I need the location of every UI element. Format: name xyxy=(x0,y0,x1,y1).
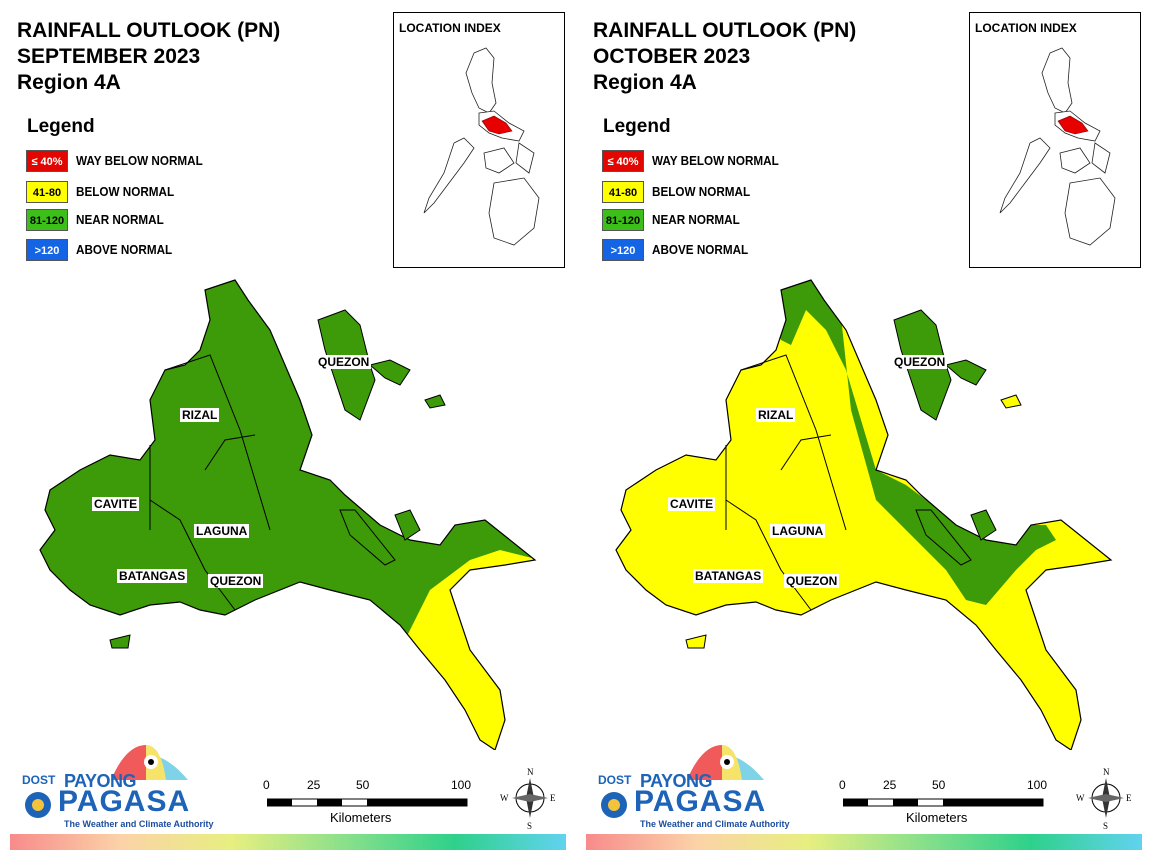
province-label-rizal: RIZAL xyxy=(756,408,796,422)
legend-swatch: 81-120 xyxy=(602,209,644,231)
color-gradient-bar xyxy=(586,834,1142,850)
pagasa-logo: DOST PAYONG PAGASA The Weather and Clima… xyxy=(592,740,790,832)
legend-swatch: >120 xyxy=(26,239,68,261)
province-label-quezon-north: QUEZON xyxy=(316,355,372,369)
province-label-batangas: BATANGAS xyxy=(117,569,188,583)
tagline-text: The Weather and Climate Authority xyxy=(64,819,214,829)
region-highlight xyxy=(481,115,513,135)
color-gradient-bar xyxy=(10,834,566,850)
compass-e: E xyxy=(550,793,556,803)
scale-bar: 0 25 50 100 Kilometers xyxy=(836,776,1056,826)
legend-label: BELOW NORMAL xyxy=(652,184,751,199)
legend-title: Legend xyxy=(27,116,95,137)
legend-label: BELOW NORMAL xyxy=(76,184,175,199)
scale-tick: 100 xyxy=(1027,778,1048,792)
payong-text: PAYONG xyxy=(640,771,713,791)
scale-bar: 0 25 50 100 Kilometers xyxy=(260,776,480,826)
scale-tick: 100 xyxy=(451,778,472,792)
rainfall-map xyxy=(615,279,1113,750)
title-line-1: RAINFALL OUTLOOK (PN) xyxy=(593,19,857,42)
rainfall-map xyxy=(39,279,537,750)
inset-label: LOCATION INDEX xyxy=(975,21,1077,35)
map-title: RAINFALL OUTLOOK (PN) OCTOBER 2023 Regio… xyxy=(593,18,856,96)
north-arrow: N S E W xyxy=(1076,767,1132,831)
legend-swatch: ≤ 40% xyxy=(26,150,68,172)
location-index-inset: LOCATION INDEX xyxy=(969,12,1141,268)
legend-label: WAY BELOW NORMAL xyxy=(76,153,203,168)
pagasa-text: PAGASA xyxy=(58,785,191,818)
legend-label: ABOVE NORMAL xyxy=(76,242,173,257)
province-label-quezon-north: QUEZON xyxy=(892,355,948,369)
north-arrow: N S E W xyxy=(500,767,556,831)
location-index-inset: LOCATION INDEX xyxy=(393,12,565,268)
legend-swatch: 41-80 xyxy=(26,181,68,203)
province-label-cavite: CAVITE xyxy=(668,497,716,511)
legend-label: NEAR NORMAL xyxy=(652,212,740,227)
dost-text: DOST xyxy=(598,773,632,787)
compass-s: S xyxy=(1103,821,1108,830)
title-line-1: RAINFALL OUTLOOK (PN) xyxy=(17,19,281,42)
legend-swatch: 41-80 xyxy=(602,181,644,203)
scale-tick: 0 xyxy=(839,778,846,792)
compass-s: S xyxy=(527,821,532,830)
islands xyxy=(109,309,446,649)
province-label-laguna: LAGUNA xyxy=(770,524,826,538)
near-normal-zone xyxy=(756,280,1056,605)
scale-unit: Kilometers xyxy=(906,810,968,825)
payong-text: PAYONG xyxy=(64,771,137,791)
pagasa-text: PAGASA xyxy=(634,785,767,818)
title-line-3: Region 4A xyxy=(17,71,121,94)
inset-label: LOCATION INDEX xyxy=(399,21,501,35)
scale-unit: Kilometers xyxy=(330,810,392,825)
province-label-rizal: RIZAL xyxy=(180,408,220,422)
compass-n: N xyxy=(527,768,534,777)
map-title: RAINFALL OUTLOOK (PN) SEPTEMBER 2023 Reg… xyxy=(17,18,280,96)
compass-w: W xyxy=(1076,793,1085,803)
title-line-2: OCTOBER 2023 xyxy=(593,45,751,68)
province-label-laguna: LAGUNA xyxy=(194,524,250,538)
pagasa-logo: DOST PAYONG PAGASA The Weather and Clima… xyxy=(16,740,214,832)
legend-label: ABOVE NORMAL xyxy=(652,242,749,257)
september-panel: RAINFALL OUTLOOK (PN) SEPTEMBER 2023 Reg… xyxy=(10,12,566,850)
compass-n: N xyxy=(1103,768,1110,777)
scale-tick: 25 xyxy=(307,778,321,792)
compass-e: E xyxy=(1126,793,1132,803)
scale-tick: 50 xyxy=(356,778,370,792)
region-highlight xyxy=(1057,115,1089,135)
october-panel: RAINFALL OUTLOOK (PN) OCTOBER 2023 Regio… xyxy=(576,0,1152,864)
scale-tick: 25 xyxy=(883,778,897,792)
title-line-3: Region 4A xyxy=(593,71,697,94)
legend-label: WAY BELOW NORMAL xyxy=(652,153,779,168)
province-label-quezon-south: QUEZON xyxy=(208,574,264,588)
legend-swatch: 81-120 xyxy=(26,209,68,231)
legend-swatch: >120 xyxy=(602,239,644,261)
title-line-2: SEPTEMBER 2023 xyxy=(17,45,201,68)
philippines-outline xyxy=(999,47,1116,246)
tagline-text: The Weather and Climate Authority xyxy=(640,819,790,829)
province-label-cavite: CAVITE xyxy=(92,497,140,511)
legend-label: NEAR NORMAL xyxy=(76,212,164,227)
compass-w: W xyxy=(500,793,509,803)
legend-swatch: ≤ 40% xyxy=(602,150,644,172)
scale-tick: 50 xyxy=(932,778,946,792)
province-label-quezon-south: QUEZON xyxy=(784,574,840,588)
philippines-outline xyxy=(423,47,540,246)
scale-tick: 0 xyxy=(263,778,270,792)
province-label-batangas: BATANGAS xyxy=(693,569,764,583)
dost-text: DOST xyxy=(22,773,56,787)
legend-title: Legend xyxy=(603,116,671,137)
